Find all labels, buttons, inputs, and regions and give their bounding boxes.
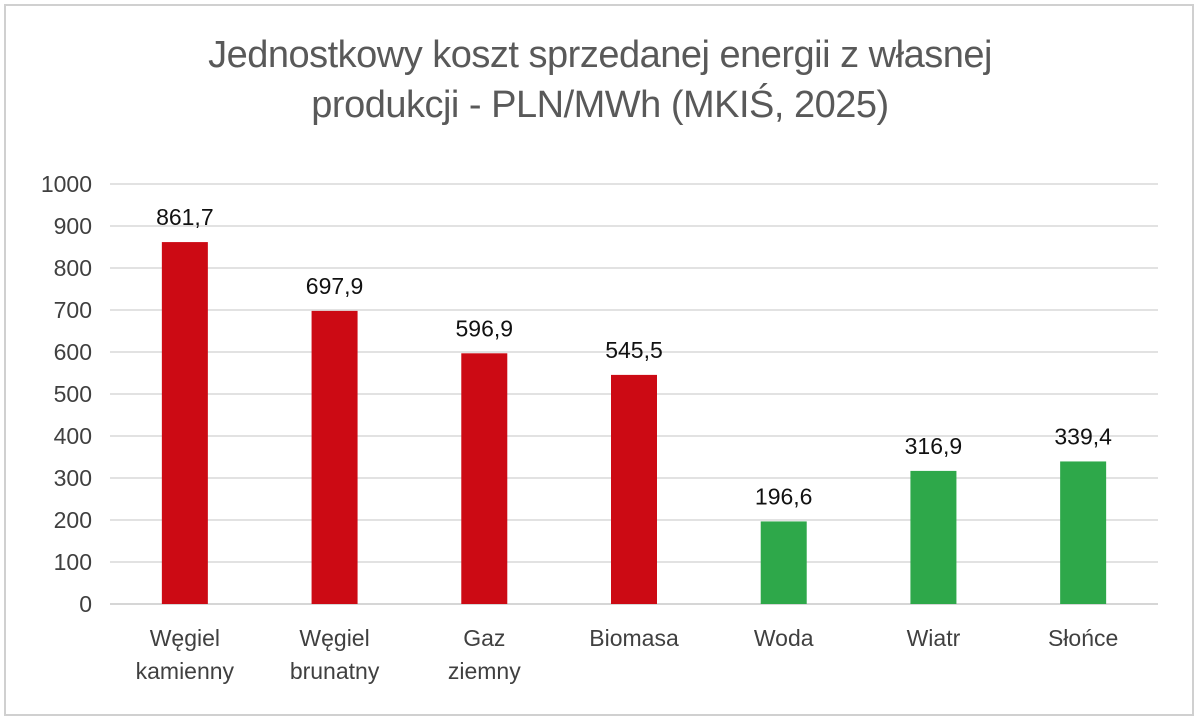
category-label-line: kamienny xyxy=(136,658,235,684)
bar xyxy=(760,521,807,604)
bar xyxy=(910,470,957,604)
category-label: Woda xyxy=(754,625,814,651)
chart-title: Jednostkowy koszt sprzedanej energii z w… xyxy=(0,30,1200,130)
data-label: 196,6 xyxy=(755,483,813,509)
category-label-line: Węgiel xyxy=(299,625,369,651)
category-label: Gaz ziemny xyxy=(448,625,521,684)
bar xyxy=(611,374,657,604)
category-label: Węgiel kamienny xyxy=(136,625,235,684)
category-label-line: Słońce xyxy=(1048,625,1118,651)
data-label: 697,9 xyxy=(306,273,364,299)
category-label-line: Gaz xyxy=(463,625,505,651)
y-tick-label: 0 xyxy=(79,591,92,617)
data-label: 545,5 xyxy=(605,337,663,363)
y-tick-label: 800 xyxy=(54,255,92,281)
category-label: Biomasa xyxy=(589,625,679,651)
y-tick-label: 300 xyxy=(54,465,92,491)
bar xyxy=(461,353,508,604)
data-label: 861,7 xyxy=(156,204,214,230)
chart-title-line-2: produkcji - PLN/MWh (MKIŚ, 2025) xyxy=(311,84,889,126)
data-label: 316,9 xyxy=(905,433,963,459)
y-tick-label: 1000 xyxy=(41,171,92,197)
chart-title-line-1: Jednostkowy koszt sprzedanej energii z w… xyxy=(208,34,992,76)
category-label-line: ziemny xyxy=(448,658,521,684)
category-label-line: Woda xyxy=(754,625,814,651)
bar xyxy=(1060,461,1107,604)
bar xyxy=(311,310,358,604)
data-label: 596,9 xyxy=(456,315,514,341)
category-label-line: Węgiel xyxy=(150,625,220,651)
data-label: 339,4 xyxy=(1054,423,1112,449)
y-tick-label: 100 xyxy=(54,549,92,575)
category-label-line: brunatny xyxy=(290,658,380,684)
y-tick-label: 500 xyxy=(54,381,92,407)
y-tick-label: 200 xyxy=(54,507,92,533)
category-label-line: Biomasa xyxy=(589,625,679,651)
category-label: Węgiel brunatny xyxy=(290,625,380,684)
category-label: Wiatr xyxy=(907,625,961,651)
y-tick-label: 400 xyxy=(54,423,92,449)
y-tick-label: 700 xyxy=(54,297,92,323)
category-label-line: Wiatr xyxy=(907,625,961,651)
category-label: Słońce xyxy=(1048,625,1118,651)
y-tick-label: 600 xyxy=(54,339,92,365)
bar xyxy=(161,242,208,604)
y-tick-label: 900 xyxy=(54,213,92,239)
